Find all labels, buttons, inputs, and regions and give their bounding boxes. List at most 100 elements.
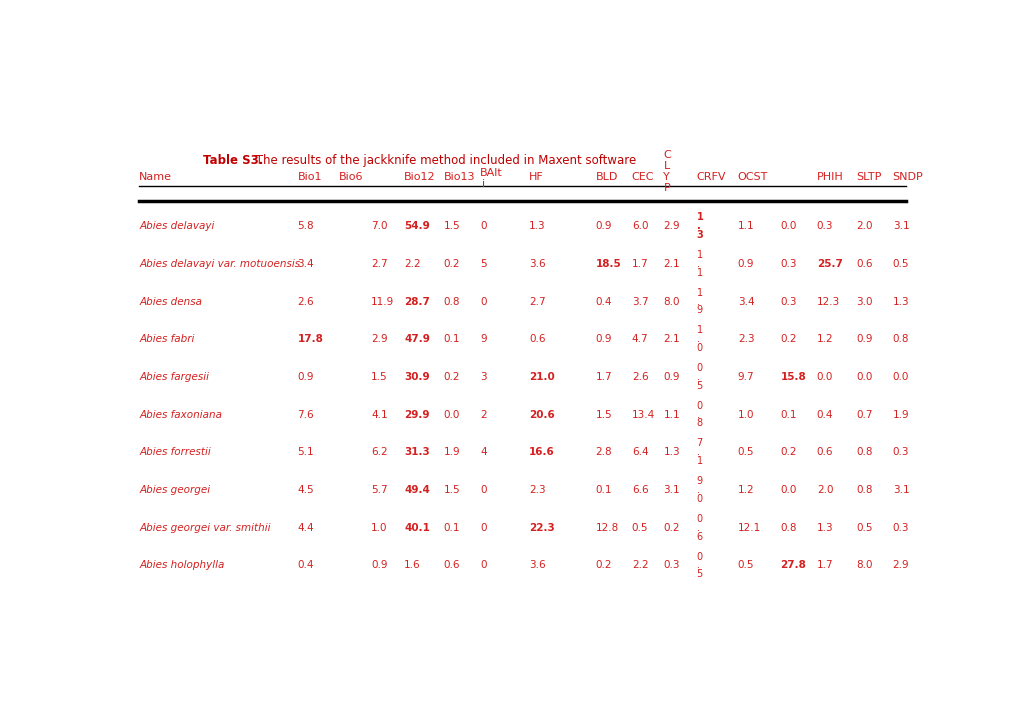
Text: 1.2: 1.2: [737, 485, 754, 495]
Text: .: .: [696, 221, 700, 231]
Text: BLD: BLD: [595, 172, 618, 181]
Text: 6.2: 6.2: [371, 447, 387, 457]
Text: Abies fabri: Abies fabri: [140, 334, 195, 344]
Text: 1: 1: [696, 250, 702, 260]
Text: 0.9: 0.9: [298, 372, 314, 382]
Text: 2.0: 2.0: [816, 485, 833, 495]
Text: 0: 0: [480, 560, 486, 570]
Text: 7.0: 7.0: [371, 221, 387, 231]
Text: 3.1: 3.1: [662, 485, 680, 495]
Text: CRFV: CRFV: [696, 172, 726, 181]
Text: 0: 0: [480, 297, 486, 307]
Text: 2.9: 2.9: [662, 221, 680, 231]
Text: Abies georgei: Abies georgei: [140, 485, 210, 495]
Text: 0: 0: [696, 552, 702, 562]
Text: 0.4: 0.4: [298, 560, 314, 570]
Text: 1: 1: [696, 212, 703, 222]
Text: 54.9: 54.9: [404, 221, 429, 231]
Text: 0.1: 0.1: [443, 334, 460, 344]
Text: 1.9: 1.9: [443, 447, 460, 457]
Text: Table S3.: Table S3.: [203, 154, 263, 167]
Text: 30.9: 30.9: [404, 372, 429, 382]
Text: 0.4: 0.4: [816, 410, 833, 420]
Text: Abies forrestii: Abies forrestii: [140, 447, 211, 457]
Text: 49.4: 49.4: [404, 485, 430, 495]
Text: 11.9: 11.9: [371, 297, 393, 307]
Text: 9: 9: [696, 305, 702, 315]
Text: 0.9: 0.9: [662, 372, 680, 382]
Text: CEC: CEC: [631, 172, 654, 181]
Text: 13.4: 13.4: [631, 410, 654, 420]
Text: 3.7: 3.7: [631, 297, 648, 307]
Text: Abies holophylla: Abies holophylla: [140, 560, 224, 570]
Text: .: .: [696, 485, 699, 495]
Text: 3.4: 3.4: [737, 297, 754, 307]
Text: 5.1: 5.1: [298, 447, 314, 457]
Text: Abies fargesii: Abies fargesii: [140, 372, 209, 382]
Text: 1: 1: [696, 456, 702, 466]
Text: 0.0: 0.0: [780, 485, 796, 495]
Text: 0.3: 0.3: [780, 297, 796, 307]
Text: 0: 0: [696, 363, 702, 373]
Text: 0.8: 0.8: [780, 523, 796, 533]
Text: Bio1: Bio1: [298, 172, 322, 181]
Text: .: .: [696, 258, 699, 269]
Text: .: .: [696, 297, 699, 307]
Text: 3: 3: [696, 230, 703, 240]
Text: 9: 9: [480, 334, 486, 344]
Text: 6.0: 6.0: [631, 221, 648, 231]
Text: 0.2: 0.2: [780, 447, 796, 457]
Text: 40.1: 40.1: [404, 523, 430, 533]
Text: 2.2: 2.2: [631, 560, 648, 570]
Text: 2.0: 2.0: [856, 221, 872, 231]
Text: 1.7: 1.7: [595, 372, 611, 382]
Text: 12.1: 12.1: [737, 523, 760, 533]
Text: 28.7: 28.7: [404, 297, 430, 307]
Text: 0.5: 0.5: [856, 523, 872, 533]
Text: 1.7: 1.7: [816, 560, 833, 570]
Text: 0.9: 0.9: [737, 258, 753, 269]
Text: P: P: [662, 184, 669, 194]
Text: Bio12: Bio12: [404, 172, 435, 181]
Text: 21.0: 21.0: [529, 372, 554, 382]
Text: Abies densa: Abies densa: [140, 297, 202, 307]
Text: 0.6: 0.6: [856, 258, 872, 269]
Text: 3.6: 3.6: [529, 258, 545, 269]
Text: 0.1: 0.1: [780, 410, 796, 420]
Text: 0: 0: [480, 523, 486, 533]
Text: 1: 1: [696, 287, 702, 297]
Text: 2.8: 2.8: [595, 447, 611, 457]
Text: 0.2: 0.2: [662, 523, 680, 533]
Text: Abies delavayi: Abies delavayi: [140, 221, 215, 231]
Text: OCST: OCST: [737, 172, 767, 181]
Text: 2: 2: [480, 410, 486, 420]
Text: 1.0: 1.0: [371, 523, 387, 533]
Text: 16.6: 16.6: [529, 447, 554, 457]
Text: 0.2: 0.2: [595, 560, 611, 570]
Text: 1.3: 1.3: [816, 523, 833, 533]
Text: 2.1: 2.1: [662, 258, 680, 269]
Text: 0.9: 0.9: [595, 334, 611, 344]
Text: 4.5: 4.5: [298, 485, 314, 495]
Text: SNDP: SNDP: [892, 172, 922, 181]
Text: 0.3: 0.3: [816, 221, 833, 231]
Text: 1.3: 1.3: [892, 297, 908, 307]
Text: 0.3: 0.3: [892, 523, 908, 533]
Text: 0.1: 0.1: [595, 485, 611, 495]
Text: 3.1: 3.1: [892, 221, 908, 231]
Text: 18.5: 18.5: [595, 258, 621, 269]
Text: 4.4: 4.4: [298, 523, 314, 533]
Text: 0.5: 0.5: [737, 560, 753, 570]
Text: 0.2: 0.2: [443, 372, 460, 382]
Text: HF: HF: [529, 172, 543, 181]
Text: 1.2: 1.2: [816, 334, 833, 344]
Text: 31.3: 31.3: [404, 447, 429, 457]
Text: 7: 7: [696, 438, 702, 449]
Text: 4: 4: [480, 447, 486, 457]
Text: 0.6: 0.6: [816, 447, 833, 457]
Text: 0: 0: [696, 494, 702, 504]
Text: 1: 1: [696, 268, 702, 278]
Text: 6.6: 6.6: [631, 485, 648, 495]
Text: 0.5: 0.5: [892, 258, 908, 269]
Text: i: i: [481, 179, 484, 189]
